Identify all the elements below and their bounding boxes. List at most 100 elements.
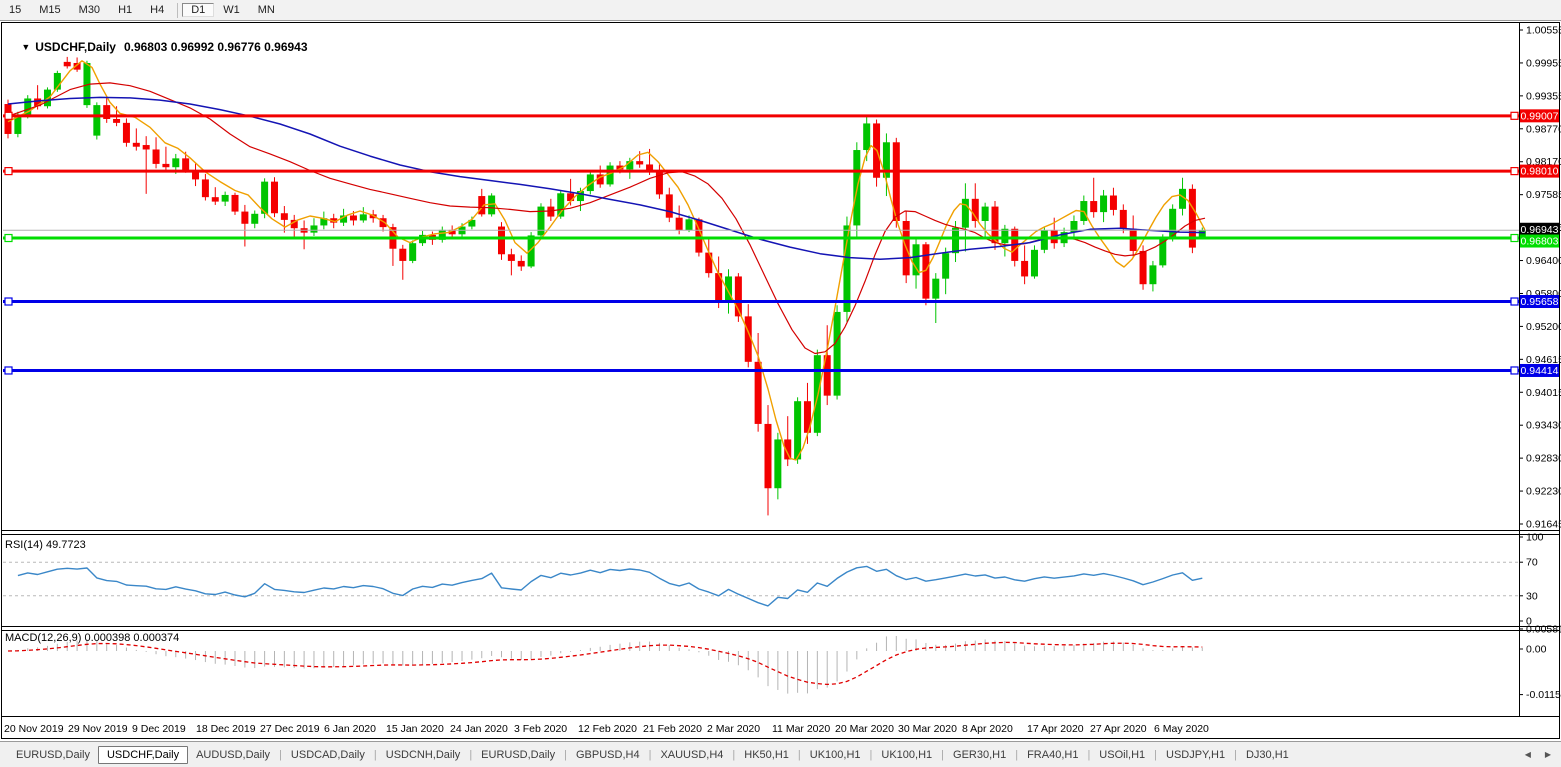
timeframe-toolbar: 15 M15 M30 H1 H4 D1 W1 MN (0, 0, 1561, 21)
timeframe-button-D1[interactable]: D1 (182, 3, 215, 17)
svg-text:0.94414: 0.94414 (1521, 365, 1559, 377)
symbol-tab-HK50-H1[interactable]: HK50,H1 (744, 748, 789, 761)
symbol-tab-DJ30-H1[interactable]: DJ30,H1 (1245, 748, 1289, 761)
svg-text:30: 30 (1526, 590, 1538, 602)
horizontal-sr-lines[interactable] (3, 111, 1519, 375)
symbol-tab-GER30-H1[interactable]: GER30,H1 (953, 748, 1007, 761)
svg-text:0.93430: 0.93430 (1526, 420, 1561, 432)
svg-text:0.92830: 0.92830 (1526, 453, 1561, 465)
symbol-tab-AUDUSD-Daily[interactable]: AUDUSD,Daily (196, 748, 271, 761)
svg-text:0.95200: 0.95200 (1526, 321, 1561, 333)
svg-text:29 Nov 2019: 29 Nov 2019 (68, 723, 128, 735)
date-axis: 20 Nov 2019 29 Nov 2019 9 Dec 2019 18 Dec 2… (4, 723, 1209, 735)
rsi-line (17, 565, 1203, 607)
svg-text:0.94015: 0.94015 (1526, 387, 1561, 399)
svg-text:6 Jan 2020: 6 Jan 2020 (324, 723, 376, 735)
svg-text:0.94615: 0.94615 (1526, 354, 1561, 366)
svg-text:0.92230: 0.92230 (1526, 486, 1561, 498)
timeframe-button-15[interactable]: 15 (9, 4, 22, 16)
toolbar-separator (177, 2, 179, 18)
symbol-tab-USOil-H1[interactable]: USOil,H1 (1099, 748, 1146, 761)
tab-separator: | (1015, 748, 1019, 761)
symbol-tab-EURUSD-Daily[interactable]: EURUSD,Daily (481, 748, 556, 761)
ma-slow-blue (7, 96, 1206, 261)
tab-separator: | (648, 748, 652, 761)
rsi-pane (3, 561, 1518, 607)
macd-pane (7, 635, 1203, 694)
ohlc-high: 0.96992 (170, 40, 215, 54)
tab-scroll-left-icon[interactable]: ◀ (1524, 750, 1531, 759)
symbol-tab-USDCHF-Daily[interactable]: USDCHF,Daily (97, 745, 189, 764)
symbol-tab-XAUUSD-H4[interactable]: XAUUSD,H4 (660, 748, 724, 761)
price-tags: 0.96943 0.99007 0.98010 0.96803 0.95658 0.944… (1520, 109, 1559, 377)
timeframe-button-H1[interactable]: H1 (118, 4, 133, 16)
tab-separator: | (1087, 748, 1091, 761)
price-tag-0.95658: 0.95658 (1520, 295, 1559, 309)
svg-text:18 Dec 2019: 18 Dec 2019 (196, 723, 256, 735)
price-tag-0.96803: 0.96803 (1520, 234, 1559, 248)
tab-separator: | (869, 748, 873, 761)
macd-scale: 0.005818 0.00 -0.011514 (1519, 623, 1561, 701)
svg-text:0.98010: 0.98010 (1521, 166, 1559, 178)
svg-text:0.95658: 0.95658 (1521, 296, 1559, 308)
symbol-tab-USDJPY-H1[interactable]: USDJPY,H1 (1166, 748, 1226, 761)
ohlc-low: 0.96776 (217, 40, 261, 54)
svg-text:20 Mar 2020: 20 Mar 2020 (835, 723, 894, 735)
tab-separator: | (373, 748, 377, 761)
tab-separator: | (1234, 748, 1237, 761)
current-price-tag: 0.96943 (1520, 222, 1559, 236)
svg-text:8 Apr 2020: 8 Apr 2020 (962, 723, 1013, 735)
symbol-tab-USDCNH-Daily[interactable]: USDCNH,Daily (385, 748, 461, 761)
svg-text:27 Dec 2019: 27 Dec 2019 (260, 723, 320, 735)
svg-text:0.97585: 0.97585 (1526, 189, 1561, 201)
svg-text:21 Feb 2020: 21 Feb 2020 (643, 723, 702, 735)
tab-scroll-right-icon[interactable]: ▶ (1544, 750, 1551, 759)
svg-text:0.99355: 0.99355 (1526, 90, 1561, 102)
svg-text:0.99007: 0.99007 (1521, 110, 1559, 122)
svg-text:1.00555: 1.00555 (1526, 25, 1561, 37)
timeframe-button-H4[interactable]: H4 (150, 4, 165, 16)
tab-separator: | (941, 748, 945, 761)
timeframe-button-M30[interactable]: M30 (78, 4, 101, 16)
svg-text:0: 0 (1526, 616, 1532, 628)
svg-text:9 Dec 2019: 9 Dec 2019 (132, 723, 186, 735)
symbol-tab-EURUSD-Daily[interactable]: EURUSD,Daily (16, 748, 90, 761)
tab-separator: | (564, 748, 567, 761)
timeframe-button-M15[interactable]: M15 (39, 4, 61, 16)
symbol-tab-GBPUSD-H4[interactable]: GBPUSD,H4 (576, 748, 640, 761)
svg-text:-0.011514: -0.011514 (1526, 689, 1561, 701)
chart-symbol: USDCHF,Daily (35, 40, 116, 54)
ohlc-open: 0.96803 (123, 40, 168, 54)
symbol-tab-UK100-H1[interactable]: UK100,H1 (881, 748, 933, 761)
ma-fast-orange (7, 60, 1206, 461)
svg-text:70: 70 (1526, 557, 1538, 569)
timeframe-button-W1[interactable]: W1 (223, 4, 240, 16)
tab-separator: | (797, 748, 801, 761)
svg-text:20 Nov 2019: 20 Nov 2019 (4, 723, 64, 735)
svg-text:0.96400: 0.96400 (1526, 255, 1561, 267)
svg-text:0.98770: 0.98770 (1526, 123, 1561, 135)
svg-text:6 May 2020: 6 May 2020 (1154, 723, 1209, 735)
chart-title: ▼ USDCHF,Daily 0.96803 0.96992 0.96776 0.9… (8, 26, 308, 68)
symbol-tab-UK100-H1[interactable]: UK100,H1 (809, 748, 861, 761)
svg-text:15 Jan 2020: 15 Jan 2020 (386, 723, 444, 735)
tab-separator: | (732, 748, 736, 761)
price-tag-0.99007: 0.99007 (1520, 109, 1559, 123)
ohlc-close: 0.96943 (264, 40, 308, 54)
price-tag-0.98010: 0.98010 (1520, 164, 1559, 178)
svg-text:0.00: 0.00 (1526, 644, 1547, 656)
symbol-dropdown-icon[interactable]: ▼ (21, 42, 31, 52)
chart-tab-bar: EURUSD,Daily USDCHF,Daily AUDUSD,Daily | USD… (0, 741, 1561, 767)
tab-separator: | (279, 748, 282, 761)
symbol-tab-FRA40-H1[interactable]: FRA40,H1 (1027, 748, 1079, 761)
symbol-tab-USDCAD-Daily[interactable]: USDCAD,Daily (290, 748, 365, 761)
tab-separator: | (1154, 748, 1157, 761)
svg-text:2 Mar 2020: 2 Mar 2020 (707, 723, 760, 735)
svg-text:100: 100 (1526, 532, 1544, 544)
timeframe-button-MN[interactable]: MN (257, 4, 275, 16)
svg-text:0.96803: 0.96803 (1521, 236, 1559, 248)
svg-text:0.99955: 0.99955 (1526, 57, 1561, 69)
tab-scroll-arrows: ◀ ▶ (1525, 750, 1551, 759)
